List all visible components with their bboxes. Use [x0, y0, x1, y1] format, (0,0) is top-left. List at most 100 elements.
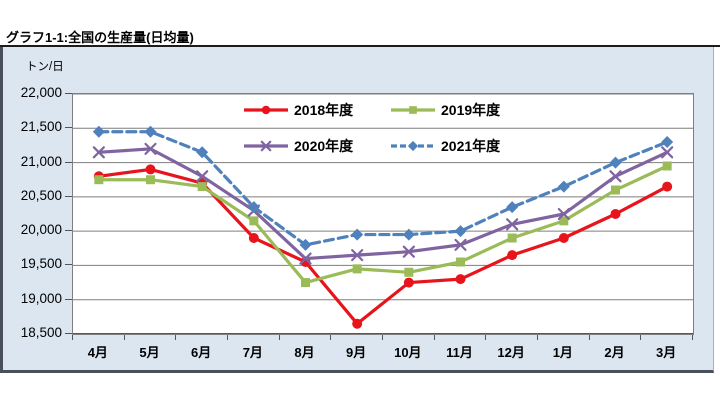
x-axis-label: 3月 [656, 345, 677, 360]
circle-marker [145, 164, 156, 175]
x-axis-tick [72, 335, 73, 340]
circle-marker [261, 105, 271, 115]
x-marker [299, 252, 312, 265]
diamond-marker [92, 125, 105, 138]
legend-swatch [244, 140, 288, 152]
legend-label: 2019年度 [441, 102, 501, 118]
y-axis-label: 19,000 [20, 290, 62, 306]
circle-marker [352, 318, 363, 329]
square-marker [197, 182, 207, 192]
circle-marker [558, 233, 569, 243]
x-marker [454, 238, 467, 251]
legend-label: 2020年度 [294, 138, 354, 154]
legend-entry-2018年度: 2018年度 [243, 102, 353, 118]
x-marker [609, 170, 622, 183]
x-axis-label: 12月 [497, 345, 525, 360]
circle-marker [248, 233, 259, 243]
diamond-marker [557, 180, 570, 193]
y-axis-tick [65, 93, 72, 94]
legend-swatch [244, 105, 288, 115]
series-line-2019年度 [97, 164, 669, 285]
x-axis-tick [588, 335, 590, 340]
legend-label: 2021年度 [441, 138, 501, 154]
square-marker [146, 175, 155, 185]
legend-entry-2020年度: 2020年度 [243, 138, 353, 154]
y-axis-tick [65, 333, 72, 334]
diamond-marker [351, 228, 364, 241]
x-axis-label: 8月 [294, 345, 315, 360]
diamond-marker [299, 238, 312, 251]
legend-swatch [391, 140, 435, 152]
square-marker [404, 267, 414, 277]
square-marker [352, 264, 362, 274]
x-marker [260, 140, 272, 152]
x-marker [144, 142, 157, 155]
diamond-marker [247, 201, 260, 214]
diamond-marker [144, 125, 157, 138]
y-axis-label: 21,500 [20, 119, 62, 135]
x-marker [402, 245, 415, 258]
y-axis-label: 19,500 [20, 256, 62, 272]
x-marker [661, 146, 674, 159]
x-axis-tick [330, 335, 332, 340]
x-axis-label: 4月 [87, 345, 108, 360]
x-axis-tick [175, 335, 177, 340]
y-axis-tick [65, 230, 72, 232]
x-axis-tick [123, 335, 125, 340]
y-axis-label: 22,000 [20, 85, 62, 100]
y-axis-tick [65, 127, 72, 129]
x-axis-label: 9月 [346, 345, 367, 360]
x-axis-tick [485, 335, 487, 340]
x-axis-tick [382, 335, 383, 340]
x-axis-label: 6月 [191, 345, 212, 360]
x-marker [557, 207, 570, 221]
legend-label: 2018年度 [294, 102, 354, 118]
circle-marker [610, 209, 621, 219]
y-axis-tick [65, 161, 72, 163]
square-marker [611, 185, 620, 195]
square-marker [301, 278, 310, 288]
chart-canvas [73, 94, 693, 334]
x-axis-label: 11月 [446, 345, 473, 360]
y-axis-tick [65, 195, 72, 197]
plot-area [72, 93, 694, 335]
diamond-marker [454, 225, 467, 238]
x-marker [506, 218, 519, 231]
x-axis-label: 10月 [394, 345, 422, 360]
page-title: グラフ1-1:全国の生産量(日均量) [6, 30, 194, 45]
diamond-marker [196, 146, 209, 159]
y-axis-tick [65, 298, 72, 300]
y-axis-unit-label: トン/日 [26, 61, 64, 73]
x-axis-tick [433, 335, 435, 340]
y-axis-tick [65, 264, 72, 266]
square-marker [559, 216, 569, 226]
series-line-2020年度 [97, 147, 669, 261]
diamond-marker [407, 140, 419, 152]
diamond-marker [402, 228, 415, 241]
circle-marker [403, 277, 414, 288]
y-axis-label: 20,000 [20, 222, 62, 238]
square-marker [409, 106, 417, 114]
x-marker [351, 249, 364, 262]
y-axis-label: 21,000 [20, 153, 62, 169]
square-marker [507, 233, 517, 243]
series-line-2021年度 [97, 130, 669, 247]
y-axis-label: 18,500 [20, 325, 62, 340]
series-line-2018年度 [97, 167, 669, 326]
circle-marker [507, 250, 518, 261]
x-axis-tick [227, 335, 228, 340]
x-axis-label: 5月 [139, 345, 160, 360]
x-marker [196, 170, 209, 183]
x-axis-tick [640, 335, 642, 340]
circle-marker [662, 181, 673, 192]
legend-entry-2019年度: 2019年度 [390, 102, 500, 118]
x-marker [92, 146, 105, 159]
circle-marker [455, 274, 466, 285]
title-underline [0, 45, 720, 47]
diamond-marker [506, 201, 519, 214]
square-marker [94, 175, 104, 185]
x-axis-label: 7月 [242, 345, 263, 360]
x-axis-tick [278, 335, 280, 340]
square-marker [456, 257, 465, 267]
